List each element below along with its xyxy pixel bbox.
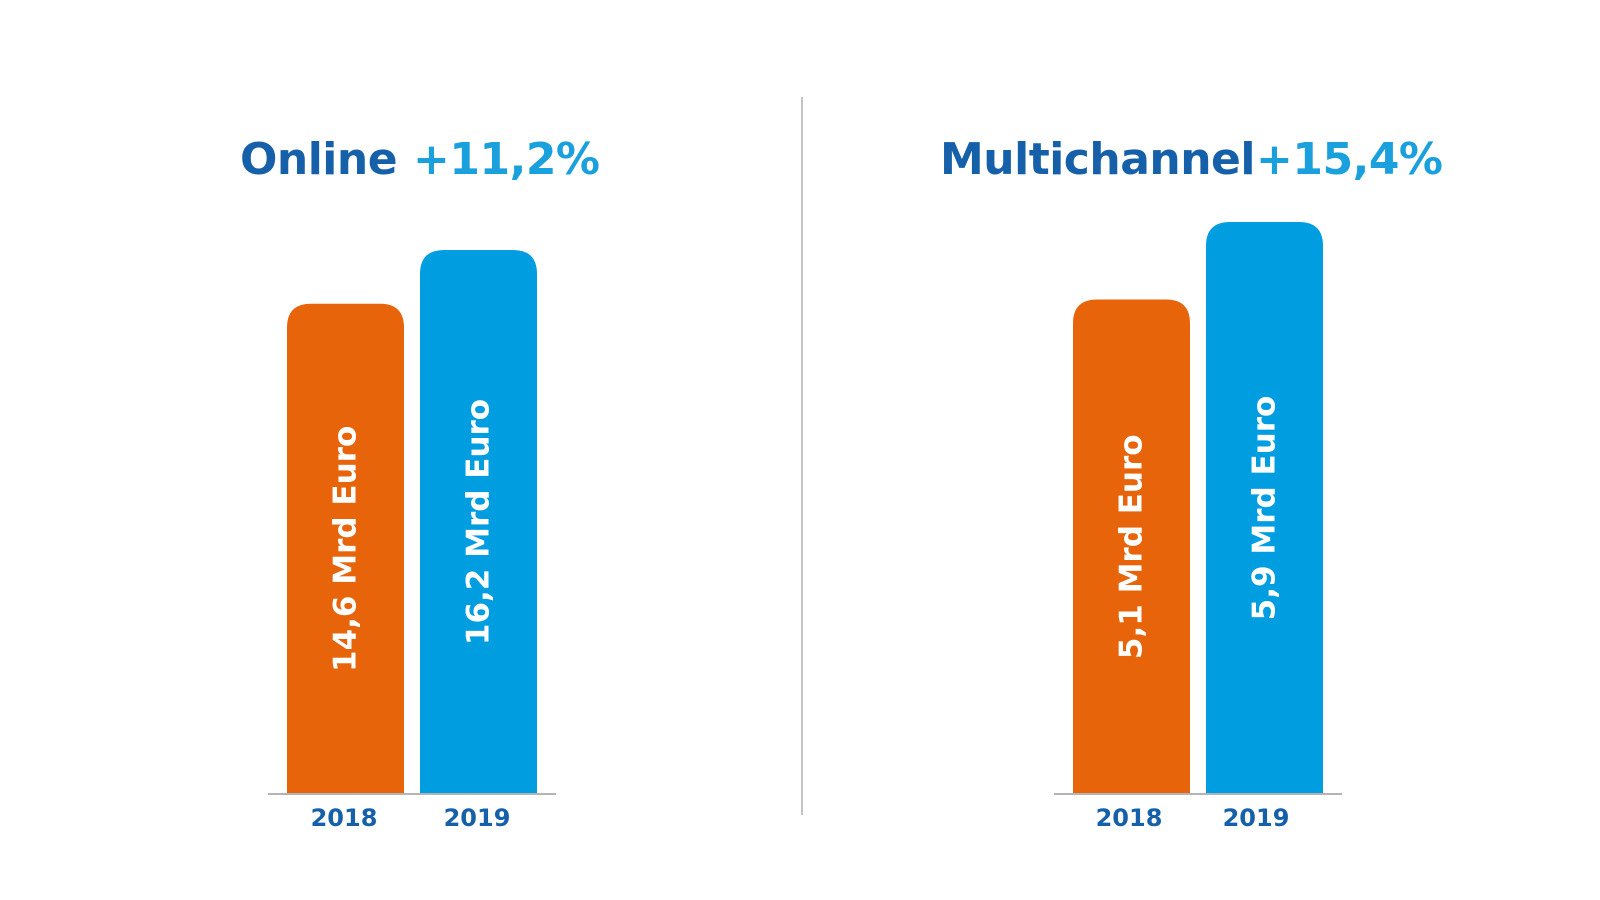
growth-change-label: +11,2% [413, 134, 600, 185]
growth-change-label: +15,4% [1256, 134, 1443, 185]
chart-title: Online [240, 134, 397, 185]
bar-value-label: 5,1 Mrd Euro [1114, 434, 1150, 659]
bar-2018 [287, 303, 404, 794]
chart-panel-online: Online +11,2% 14,6 Mrd Euro 2018 16,2 Mrd Eu… [240, 134, 600, 832]
bar-value-label: 16,2 Mrd Euro [461, 399, 497, 645]
bar-value-label: 5,9 Mrd Euro [1247, 396, 1283, 621]
x-tick-label: 2018 [1096, 804, 1163, 832]
bar-2018 [1073, 299, 1190, 794]
bar-value-label: 14,6 Mrd Euro [328, 426, 364, 672]
chart-panel-multichannel: Multichannel +15,4% 5,1 Mrd Euro 2018 5,9 Mr… [940, 134, 1443, 832]
bar-2019 [1206, 222, 1323, 794]
bar-2019 [420, 250, 537, 794]
chart-title: Multichannel [940, 134, 1255, 185]
x-tick-label: 2019 [444, 804, 511, 832]
x-tick-label: 2019 [1223, 804, 1290, 832]
x-tick-label: 2018 [311, 804, 378, 832]
